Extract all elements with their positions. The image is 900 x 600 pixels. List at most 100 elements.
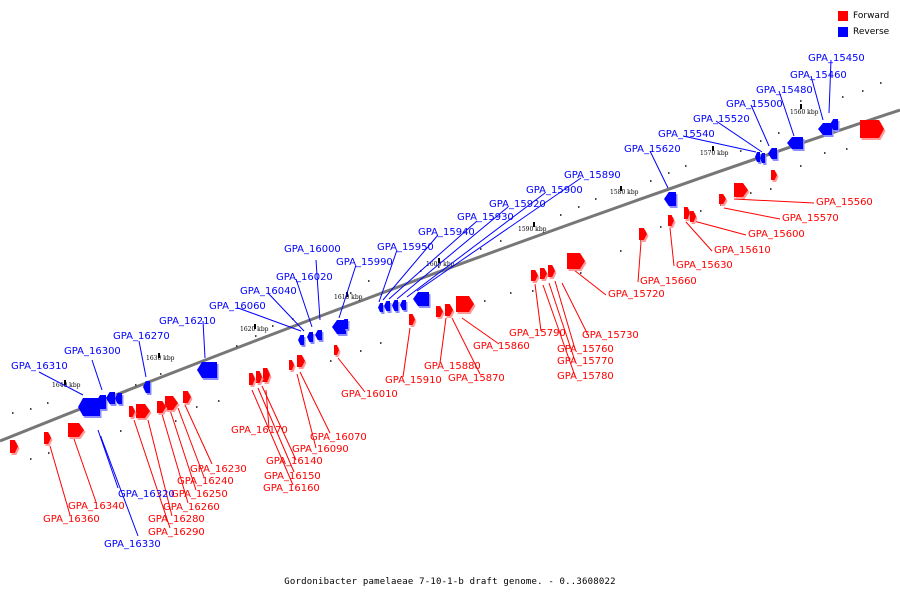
forward-gene-label[interactable]: GPA_15600 — [748, 229, 805, 240]
forward-gene-label[interactable]: GPA_15860 — [473, 341, 530, 352]
reverse-gene-label[interactable]: GPA_16040 — [240, 286, 297, 297]
forward-gene-label[interactable]: GPA_15730 — [582, 330, 639, 341]
forward-gene[interactable] — [157, 401, 166, 413]
forward-gene-label[interactable]: GPA_16290 — [148, 527, 205, 538]
reverse-gene-label[interactable]: GPA_15460 — [790, 70, 847, 81]
reverse-gene-label[interactable]: GPA_16300 — [64, 346, 121, 357]
forward-gene-label[interactable]: GPA_15570 — [782, 213, 839, 224]
forward-gene-label[interactable]: GPA_16260 — [163, 502, 220, 513]
forward-gene[interactable] — [136, 404, 150, 418]
reverse-gene[interactable] — [197, 362, 217, 378]
reverse-gene-label[interactable]: GPA_15540 — [658, 129, 715, 140]
reverse-gene-label[interactable]: GPA_16270 — [113, 331, 170, 342]
reverse-gene[interactable] — [378, 303, 383, 312]
reverse-gene-label[interactable]: GPA_16310 — [11, 361, 68, 372]
forward-gene-label[interactable]: GPA_15870 — [448, 373, 505, 384]
forward-gene-label[interactable]: GPA_16150 — [264, 471, 321, 482]
reverse-gene-label[interactable]: GPA_16020 — [276, 272, 333, 283]
forward-gene-label[interactable]: GPA_16240 — [177, 476, 234, 487]
forward-gene-label[interactable]: GPA_16070 — [310, 432, 367, 443]
forward-gene-label[interactable]: GPA_15770 — [557, 356, 614, 367]
forward-gene[interactable] — [297, 355, 305, 367]
forward-gene-label[interactable]: GPA_16230 — [190, 464, 247, 475]
forward-gene[interactable] — [334, 345, 339, 355]
forward-gene[interactable] — [165, 396, 178, 410]
reverse-gene[interactable] — [298, 335, 304, 345]
forward-gene-label[interactable]: GPA_16280 — [148, 514, 205, 525]
forward-gene-label[interactable]: GPA_15880 — [424, 361, 481, 372]
forward-gene-label[interactable]: GPA_15660 — [640, 276, 697, 287]
forward-gene-label[interactable]: GPA_15630 — [676, 260, 733, 271]
forward-gene[interactable] — [289, 360, 294, 370]
forward-gene-label[interactable]: GPA_15790 — [509, 328, 566, 339]
reverse-gene-label[interactable]: GPA_15950 — [377, 242, 434, 253]
forward-gene[interactable] — [445, 304, 453, 316]
forward-gene[interactable] — [249, 373, 255, 385]
reverse-gene-label[interactable]: GPA_16060 — [209, 301, 266, 312]
reverse-gene[interactable] — [384, 301, 390, 311]
forward-gene[interactable] — [183, 391, 191, 403]
forward-gene[interactable] — [409, 314, 415, 325]
forward-gene[interactable] — [690, 211, 696, 222]
forward-gene[interactable] — [719, 194, 726, 204]
forward-gene-label[interactable]: GPA_15720 — [608, 289, 665, 300]
forward-gene-label[interactable]: GPA_15760 — [557, 344, 614, 355]
reverse-gene[interactable] — [392, 300, 398, 311]
forward-gene-label[interactable]: GPA_15610 — [714, 245, 771, 256]
forward-gene-label[interactable]: GPA_16170 — [231, 425, 288, 436]
reverse-gene-label[interactable]: GPA_15990 — [336, 257, 393, 268]
reverse-gene-label[interactable]: GPA_15920 — [489, 199, 546, 210]
reverse-gene-label[interactable]: GPA_15930 — [457, 212, 514, 223]
reverse-gene-label[interactable]: GPA_15620 — [624, 144, 681, 155]
reverse-gene-label[interactable]: GPA_15500 — [726, 99, 783, 110]
forward-gene[interactable] — [860, 120, 884, 138]
reverse-gene[interactable] — [755, 152, 760, 162]
reverse-gene[interactable] — [143, 381, 150, 393]
reverse-gene[interactable] — [115, 393, 122, 404]
reverse-gene-label[interactable]: GPA_16320 — [118, 489, 175, 500]
reverse-gene[interactable] — [106, 392, 115, 404]
reverse-gene-label[interactable]: GPA_15450 — [808, 53, 865, 64]
reverse-gene-label[interactable]: GPA_15890 — [564, 170, 621, 181]
reverse-gene-label[interactable]: GPA_16330 — [104, 539, 161, 550]
reverse-gene[interactable] — [818, 123, 832, 135]
reverse-gene-label[interactable]: GPA_15940 — [418, 227, 475, 238]
forward-gene-label[interactable]: GPA_15780 — [557, 371, 614, 382]
forward-gene[interactable] — [44, 432, 51, 444]
reverse-gene[interactable] — [830, 119, 838, 130]
reverse-gene[interactable] — [78, 398, 100, 416]
forward-gene[interactable] — [68, 423, 84, 437]
reverse-gene[interactable] — [768, 148, 777, 159]
forward-gene-label[interactable]: GPA_16360 — [43, 514, 100, 525]
forward-gene[interactable] — [129, 406, 135, 417]
forward-gene[interactable] — [456, 296, 474, 312]
reverse-gene[interactable] — [342, 319, 348, 329]
forward-gene-label[interactable]: GPA_16160 — [263, 483, 320, 494]
reverse-gene-label[interactable]: GPA_15520 — [693, 114, 750, 125]
forward-gene[interactable] — [548, 265, 555, 277]
reverse-gene[interactable] — [760, 153, 765, 163]
forward-gene[interactable] — [771, 170, 777, 180]
reverse-gene[interactable] — [787, 137, 803, 149]
reverse-gene[interactable] — [664, 192, 676, 206]
reverse-gene[interactable] — [96, 395, 106, 409]
forward-gene-label[interactable]: GPA_16250 — [171, 489, 228, 500]
forward-gene-label[interactable]: GPA_16140 — [266, 456, 323, 467]
reverse-gene-label[interactable]: GPA_15480 — [756, 85, 813, 96]
reverse-gene[interactable] — [307, 332, 313, 342]
forward-gene[interactable] — [10, 440, 18, 453]
forward-gene[interactable] — [256, 371, 262, 383]
forward-gene-label[interactable]: GPA_16340 — [68, 501, 125, 512]
forward-gene[interactable] — [668, 215, 674, 226]
forward-gene[interactable] — [263, 368, 270, 382]
forward-gene-label[interactable]: GPA_16010 — [341, 389, 398, 400]
reverse-gene-label[interactable]: GPA_16000 — [284, 244, 341, 255]
forward-gene[interactable] — [540, 268, 547, 279]
forward-gene-label[interactable]: GPA_15910 — [385, 375, 442, 386]
forward-gene-label[interactable]: GPA_15560 — [816, 197, 873, 208]
forward-gene[interactable] — [639, 228, 647, 240]
forward-gene[interactable] — [734, 183, 748, 197]
forward-gene[interactable] — [684, 207, 690, 219]
reverse-gene-label[interactable]: GPA_15900 — [526, 185, 583, 196]
reverse-gene[interactable] — [315, 330, 322, 340]
